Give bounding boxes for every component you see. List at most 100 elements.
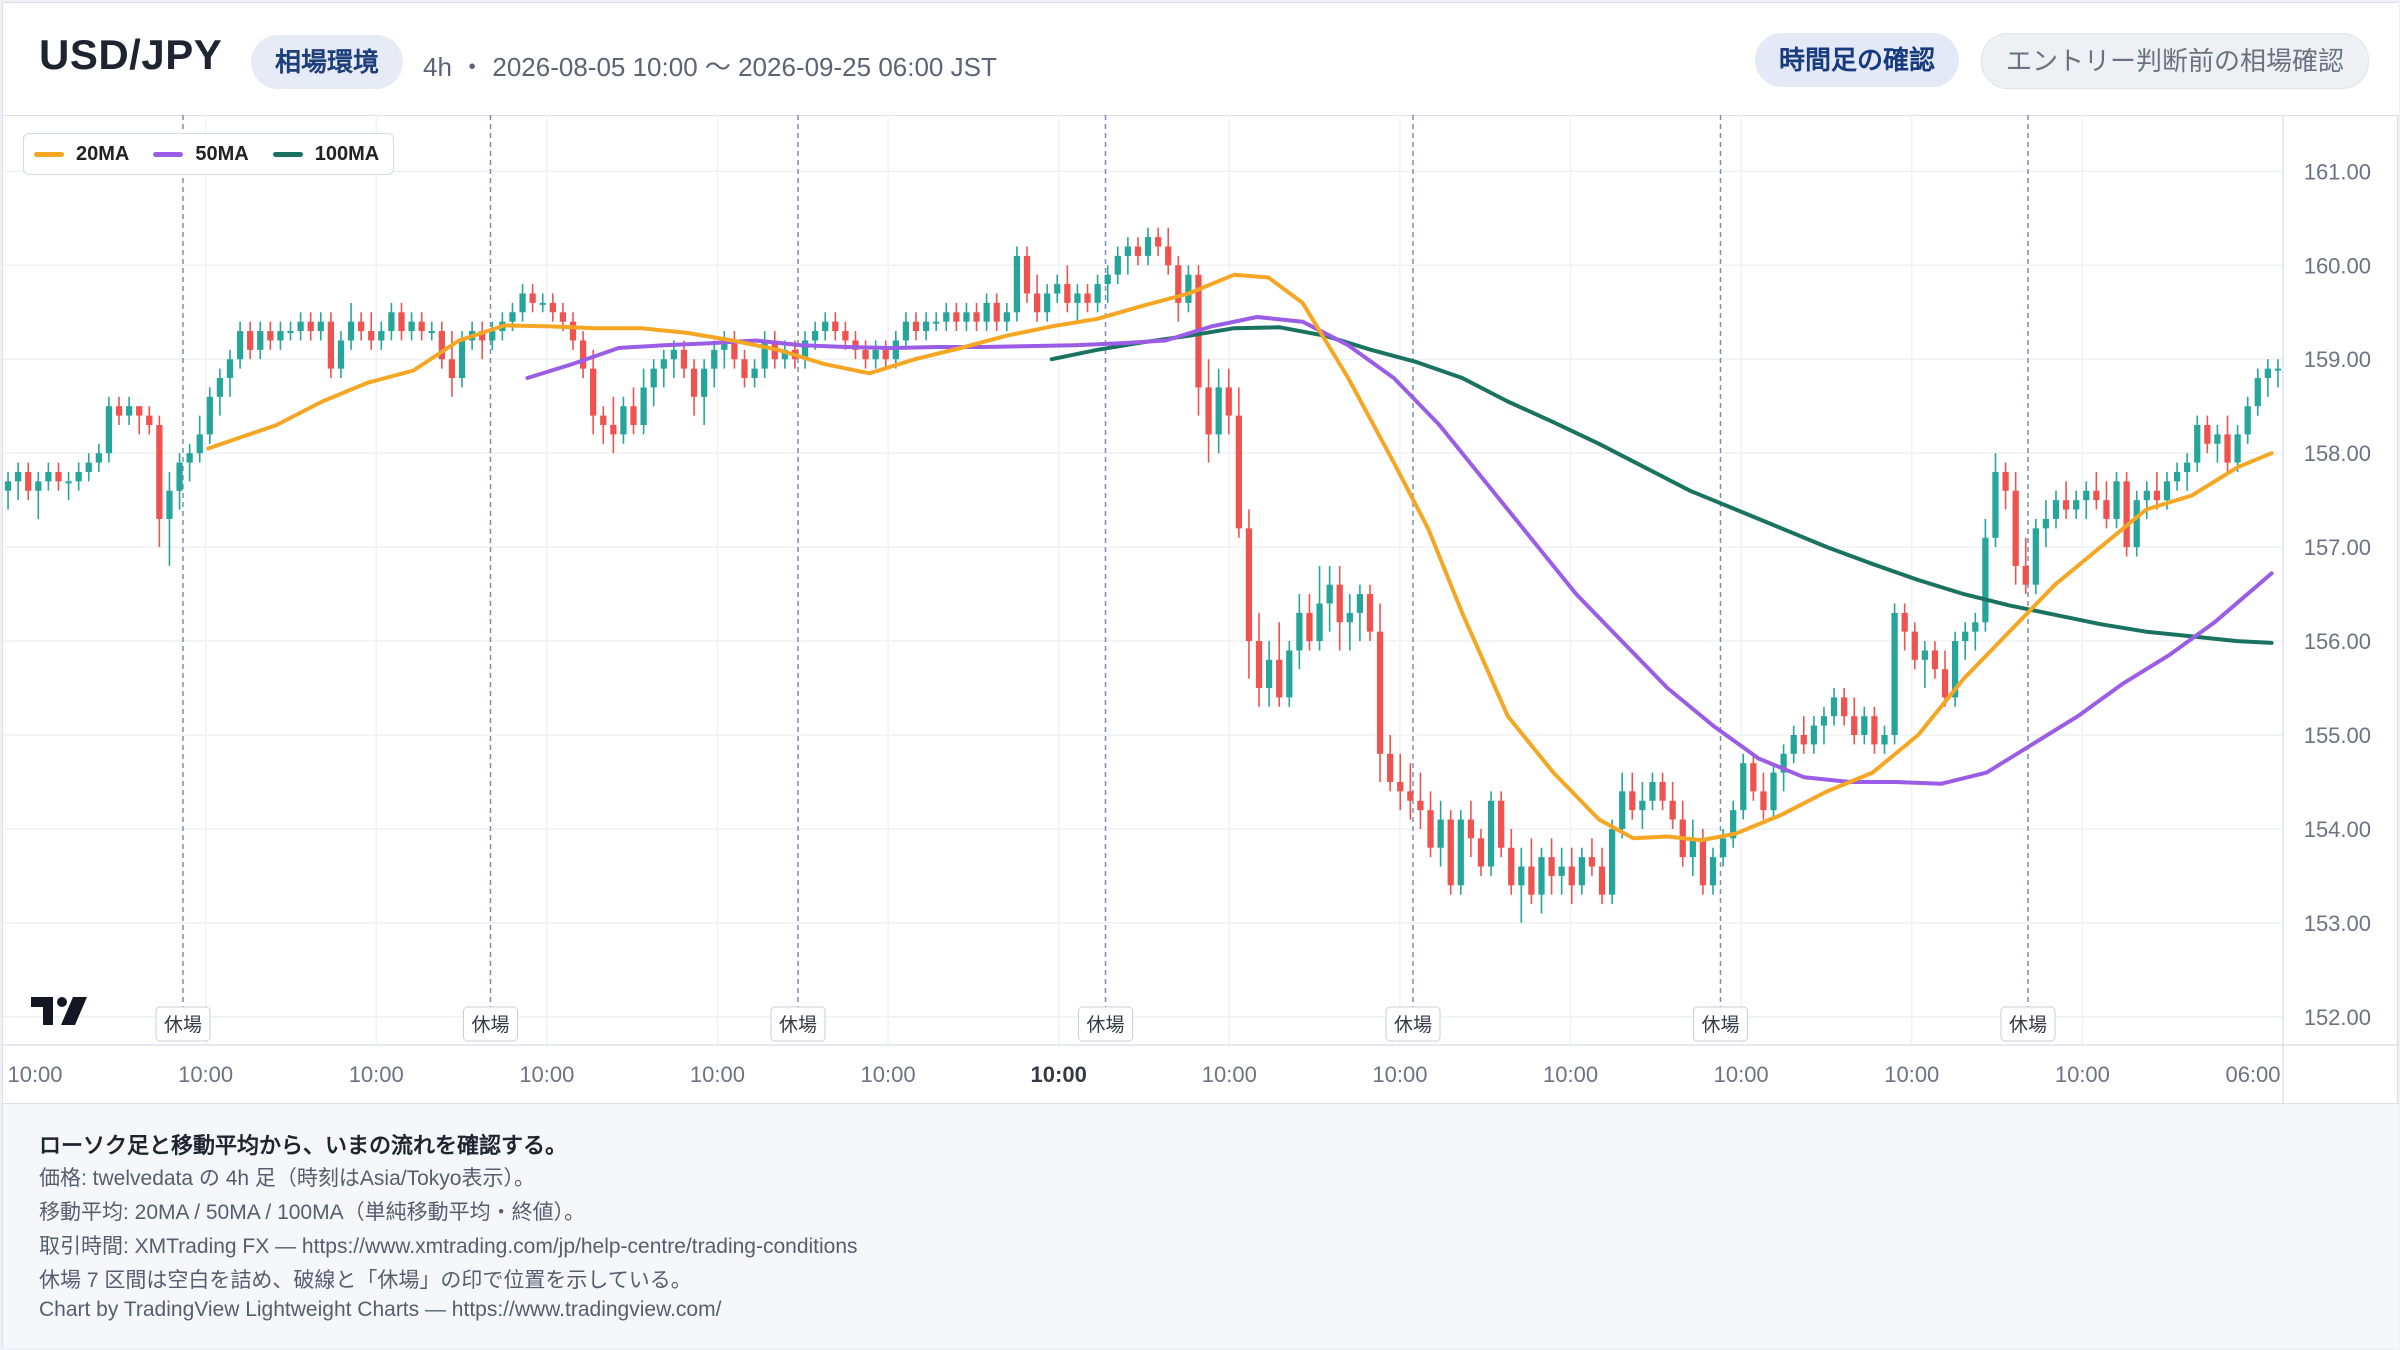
candle-body (953, 312, 960, 322)
candle-body (1639, 800, 1646, 811)
candle-body (1477, 838, 1485, 867)
candle-body (2254, 378, 2261, 407)
candle-body (1931, 650, 1939, 670)
candle-body (1265, 659, 1273, 689)
candle-body (912, 321, 920, 332)
candle-body (2153, 490, 2161, 501)
candle-body (1719, 838, 1727, 858)
candle-body (2224, 434, 2231, 463)
candle-body (1578, 857, 1585, 886)
candle-body (115, 406, 123, 416)
candle-body (1528, 866, 1535, 895)
chart-canvas[interactable]: 休場 休場 休場 休場 休場 休場 休場 161.00 160.00 159.00 158.00 1… (3, 115, 2399, 1105)
candle-body (1588, 857, 1596, 867)
candle-body (176, 462, 183, 491)
closure-label: 休場 (471, 1014, 509, 1036)
price-chart[interactable]: 休場 休場 休場 休場 休場 休場 休場 161.00 160.00 159.00 158.00 1… (3, 115, 2399, 1105)
entry-check-tab[interactable]: エントリー判断前の相場確認 (1981, 33, 2370, 89)
legend-item-100ma[interactable]: 100MA (272, 143, 379, 166)
y-tick-label: 154.00 (2304, 817, 2371, 842)
candle-body (1235, 415, 1242, 529)
candle-body (1941, 669, 1949, 698)
candle-body (2062, 500, 2070, 510)
candle-body (1084, 293, 1091, 303)
candle-body (1165, 246, 1172, 266)
candle-body (630, 406, 637, 425)
candle-body (1437, 819, 1444, 848)
legend-item-50ma[interactable]: 50MA (153, 143, 249, 166)
candle-body (600, 415, 607, 425)
candle-body (226, 359, 234, 379)
x-tick-label: 10:00 (861, 1062, 916, 1087)
candle-body (358, 321, 365, 332)
closure-badge (770, 1006, 826, 1042)
candle-body (1326, 584, 1333, 604)
candle-body (2012, 490, 2019, 566)
candle-body (590, 368, 597, 416)
candle-body (1629, 791, 1636, 811)
candle-body (1013, 255, 1021, 313)
candle-body (1951, 641, 1959, 698)
candle-body (428, 331, 435, 334)
candle-body (650, 368, 657, 388)
tradingview-logo-icon[interactable] (29, 995, 91, 1027)
candle-body (2022, 565, 2029, 585)
candle-body (236, 331, 244, 360)
candle-body (1215, 387, 1222, 435)
ma50-line (525, 315, 2274, 786)
candle-body (872, 349, 879, 360)
candle-body (146, 415, 153, 425)
closure-badge (1078, 1006, 1133, 1042)
candle-body (1760, 791, 1767, 811)
candle-body (811, 331, 819, 341)
candle-body (559, 312, 567, 322)
candle-body (2042, 518, 2050, 529)
candle-body (1709, 857, 1717, 886)
candle-body (1023, 255, 1031, 294)
candle-body (2002, 471, 2009, 491)
closure-label: 休場 (1701, 1014, 1739, 1036)
candle-body (489, 331, 496, 341)
candle-body (4, 481, 12, 491)
note-moving-average: 移動平均: 20MA / 50MA / 100MA（単純移動平均・終値）。 (39, 1201, 586, 1224)
candle-body (1548, 857, 1555, 876)
candle-body (1155, 237, 1162, 247)
candle-body (1901, 612, 1908, 632)
candle-body (1427, 810, 1434, 848)
y-tick-label: 160.00 (2304, 253, 2371, 278)
candle-body (1780, 753, 1787, 773)
candle-body (973, 312, 980, 322)
candle-body (105, 406, 113, 454)
candle-body (1699, 838, 1707, 886)
candle-body (247, 331, 254, 350)
candle-body (731, 340, 738, 360)
candle-body (1205, 387, 1212, 435)
candle-body (1881, 735, 1888, 745)
x-tick-label: 10:00 (1202, 1062, 1257, 1087)
candle-body (2103, 500, 2110, 519)
market-environment-badge[interactable]: 相場環境 (251, 35, 404, 89)
x-tick-label: 10:00 (519, 1062, 574, 1087)
x-tick-label: 10:00 (7, 1062, 62, 1087)
legend-item-20ma[interactable]: 20MA (34, 143, 129, 166)
candle-body (620, 406, 627, 435)
candle-body (1740, 763, 1747, 811)
candle-body (1296, 612, 1303, 651)
candle-body (1871, 716, 1878, 745)
candle-body (1962, 631, 1969, 642)
candle-body (902, 321, 910, 341)
candle-body (983, 302, 990, 322)
candle-body (1306, 612, 1313, 642)
closure-label: 休場 (1086, 1014, 1124, 1036)
closure-label: 休場 (779, 1014, 817, 1036)
candle-body (186, 453, 193, 463)
candle-body (1044, 293, 1051, 313)
note-price-source: 価格: twelvedata の 4h 足（時刻はAsia/Tokyo表示）。 (39, 1167, 535, 1190)
symbol-title: USD/JPY (39, 31, 223, 78)
timeframe-check-tab[interactable]: 時間足の確認 (1755, 33, 1960, 87)
legend-label-20ma: 20MA (76, 142, 130, 165)
candle-body (327, 321, 335, 369)
candle-body (125, 406, 133, 416)
candle-body (1487, 800, 1495, 867)
